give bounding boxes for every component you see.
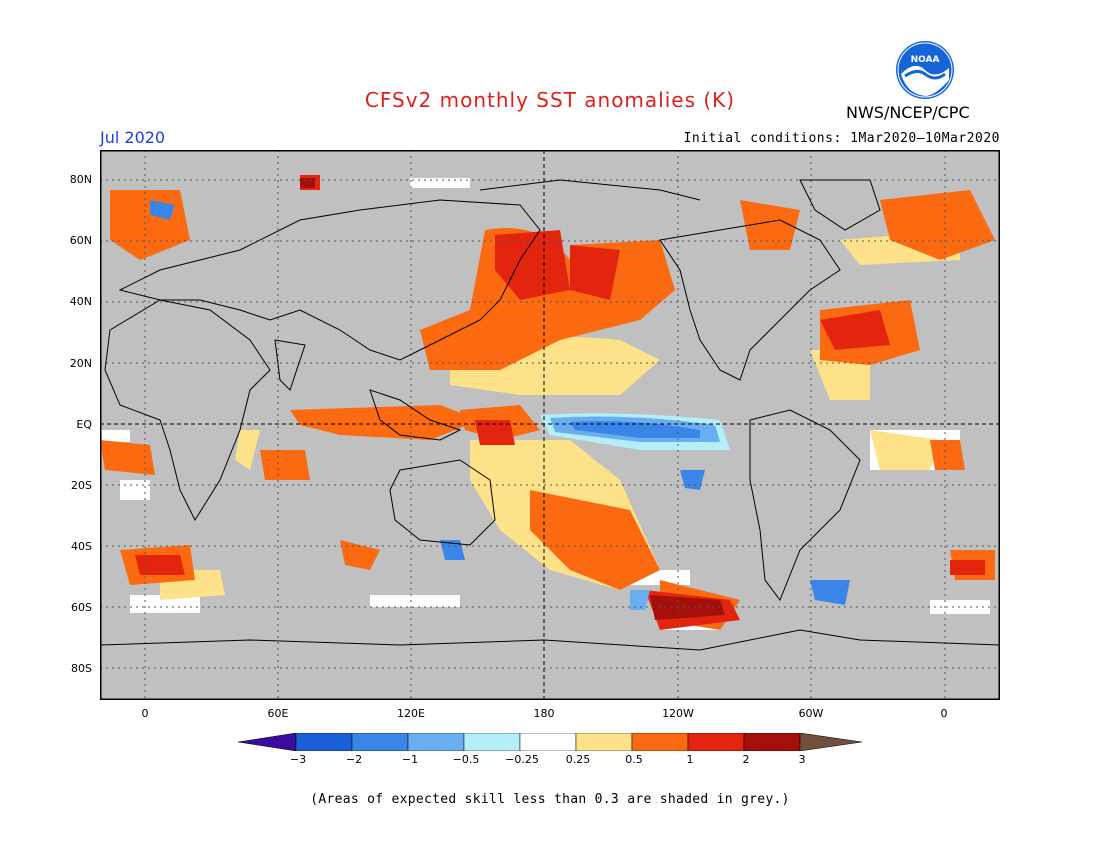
lat-label: 20N bbox=[69, 357, 92, 370]
darkred-anomaly-patches bbox=[300, 178, 725, 620]
lon-label: 60E bbox=[267, 707, 289, 720]
colorbar-cell bbox=[238, 733, 297, 751]
lon-label: 0 bbox=[141, 707, 149, 720]
lat-label: 40S bbox=[71, 540, 92, 553]
blue-anomaly-patches bbox=[150, 200, 850, 610]
colorbar-label: 0.5 bbox=[625, 753, 643, 766]
colorbar-cell bbox=[407, 733, 465, 751]
lat-label: 40N bbox=[69, 295, 92, 308]
lat-label: 80S bbox=[71, 662, 92, 675]
agency-label: NWS/NCEP/CPC bbox=[846, 103, 970, 122]
colorbar-cell bbox=[687, 733, 745, 751]
chart-title: CFSv2 monthly SST anomalies (K) bbox=[364, 88, 736, 112]
colorbar-cell bbox=[351, 733, 409, 751]
graticule bbox=[100, 150, 1000, 700]
colorbar-label: −3 bbox=[289, 753, 307, 766]
lat-label: EQ bbox=[76, 418, 92, 431]
lat-label: 20S bbox=[71, 479, 92, 492]
lon-label: 120W bbox=[662, 707, 694, 720]
colorbar-cell bbox=[743, 733, 801, 751]
skill-note: (Areas of expected skill less than 0.3 a… bbox=[310, 792, 790, 807]
colorbar-label: 1 bbox=[686, 753, 694, 766]
lat-label: 80N bbox=[69, 173, 92, 186]
colorbar-cell bbox=[631, 733, 689, 751]
colorbar-cell bbox=[575, 733, 633, 751]
colorbar-label: −2 bbox=[345, 753, 363, 766]
noaa-logo-text: NOAA bbox=[911, 55, 940, 65]
lon-label: 60W bbox=[798, 707, 824, 720]
colorbar-label: 3 bbox=[798, 753, 806, 766]
colorbar-label: −0.5 bbox=[452, 753, 480, 766]
coastlines bbox=[100, 179, 1000, 651]
initial-conditions: Initial conditions: 1Mar2020–10Mar2020 bbox=[683, 131, 1000, 146]
valid-month: Jul 2020 bbox=[100, 128, 166, 147]
equator-dateline bbox=[100, 150, 1000, 700]
colorbar-label: −0.25 bbox=[505, 753, 539, 766]
colorbar-label: −1 bbox=[401, 753, 419, 766]
noaa-logo: NOAA bbox=[896, 41, 954, 99]
colorbar-cell bbox=[519, 733, 577, 751]
colorbar-label: 2 bbox=[742, 753, 750, 766]
colorbar-cell bbox=[463, 733, 521, 751]
lon-label: 180 bbox=[533, 707, 555, 720]
colorbar-label: 0.25 bbox=[565, 753, 591, 766]
colorbar-cell bbox=[295, 733, 353, 751]
sst-anomaly-map bbox=[100, 150, 1000, 700]
colorbar bbox=[238, 733, 862, 751]
lon-label: 0 bbox=[940, 707, 948, 720]
colorbar-cell bbox=[799, 733, 862, 751]
lat-label: 60S bbox=[71, 601, 92, 614]
lon-label: 120E bbox=[397, 707, 425, 720]
lat-label: 60N bbox=[69, 234, 92, 247]
